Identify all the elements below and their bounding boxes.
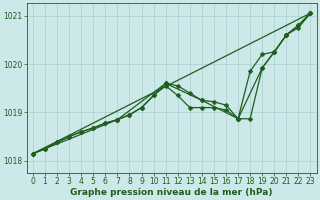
X-axis label: Graphe pression niveau de la mer (hPa): Graphe pression niveau de la mer (hPa) [70,188,273,197]
